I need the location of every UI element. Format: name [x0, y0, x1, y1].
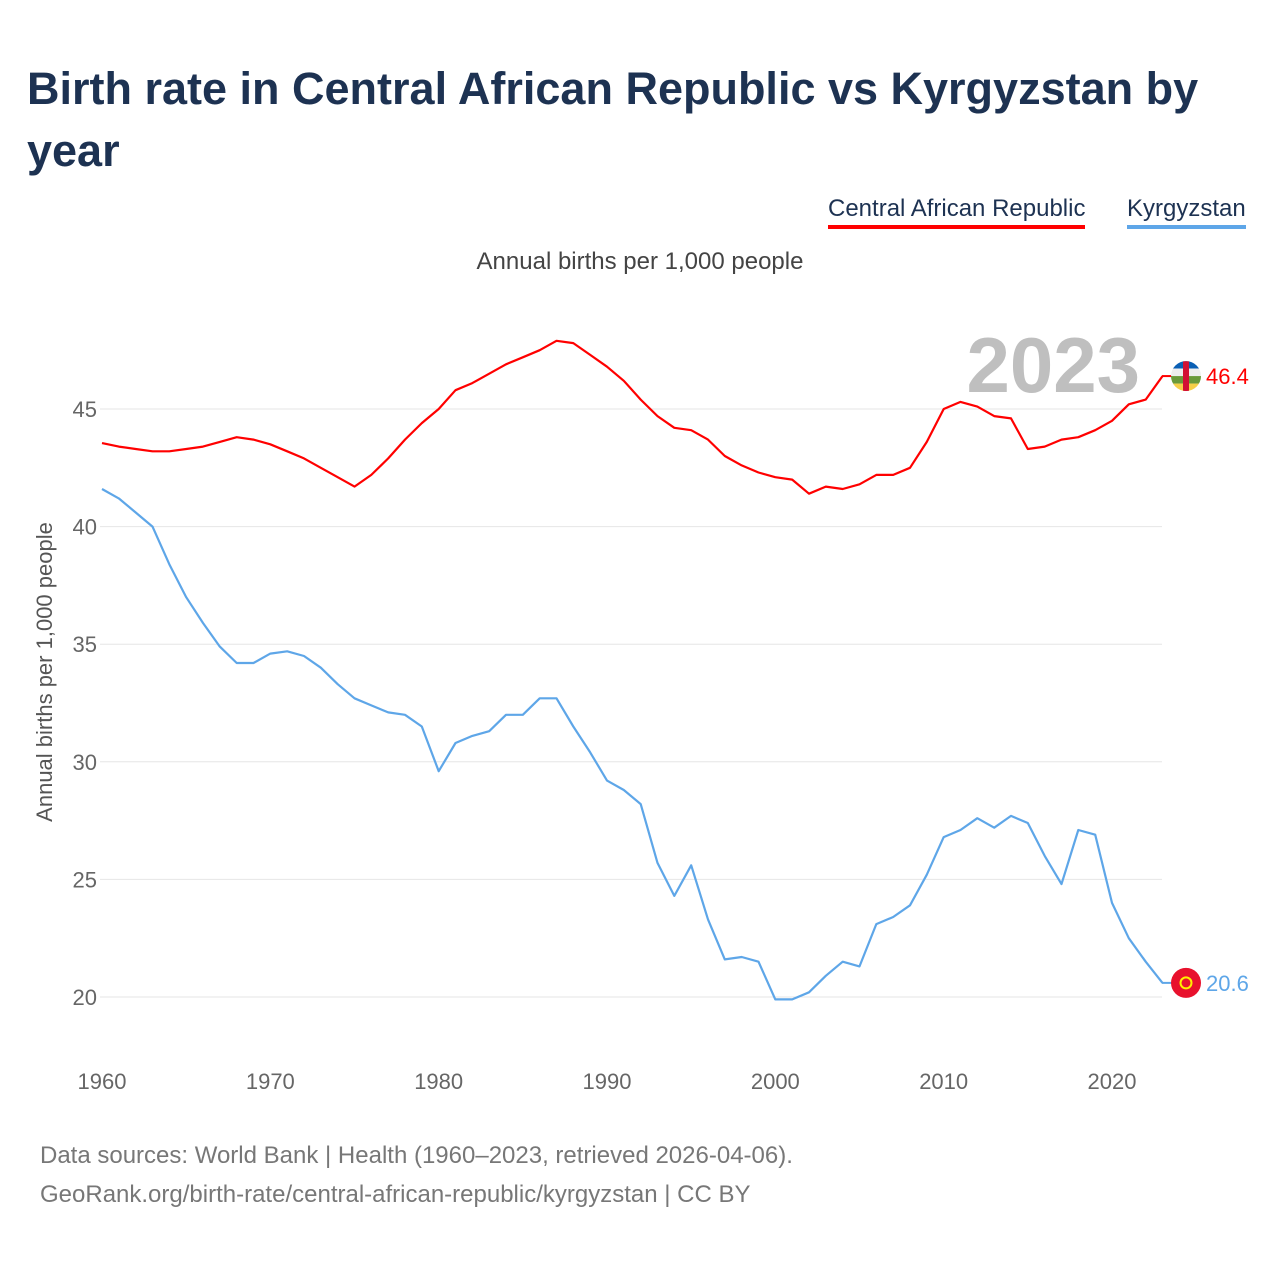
y-tick-label: 30 — [73, 750, 97, 775]
end-value-label: 46.4 — [1206, 364, 1249, 389]
y-tick-label: 35 — [73, 632, 97, 657]
chart-subtitle: Annual births per 1,000 people — [476, 248, 804, 275]
y-axis-label: Annual births per 1,000 people — [32, 522, 57, 822]
footer: Data sources: World Bank | Health (1960–… — [40, 1136, 793, 1214]
legend-central-african-republic[interactable]: Central African Republic — [828, 195, 1086, 229]
x-tick-label: 1970 — [246, 1069, 295, 1094]
source-text: Data sources: World Bank | Health (1960–… — [40, 1142, 793, 1169]
x-tick-label: 1990 — [583, 1069, 632, 1094]
x-tick-label: 1960 — [78, 1069, 127, 1094]
series-line-central-african-republic[interactable] — [101, 339, 1164, 495]
x-tick-label: 2000 — [751, 1069, 800, 1094]
y-tick-label: 25 — [73, 867, 97, 892]
x-tick-label: 1980 — [414, 1069, 463, 1094]
end-value-label: 20.6 — [1206, 971, 1249, 996]
series-line-kyrgyzstan[interactable] — [101, 488, 1164, 1001]
legend-kyrgyzstan[interactable]: Kyrgyzstan — [1127, 195, 1246, 229]
source-link[interactable]: GeoRank.org/birth-rate/central-african-r… — [40, 1181, 751, 1208]
y-tick-label: 45 — [73, 397, 97, 422]
y-tick-label: 20 — [73, 985, 97, 1010]
kyrgyzstan-flag-icon — [1171, 967, 1201, 998]
x-tick-label: 2010 — [919, 1069, 968, 1094]
x-tick-label: 2020 — [1088, 1069, 1137, 1094]
central-african-republic-flag-icon — [1171, 361, 1201, 392]
y-tick-label: 40 — [73, 515, 97, 540]
year-watermark: 2023 — [966, 321, 1140, 409]
chart-title: Birth rate in Central African Republic v… — [27, 63, 1199, 176]
